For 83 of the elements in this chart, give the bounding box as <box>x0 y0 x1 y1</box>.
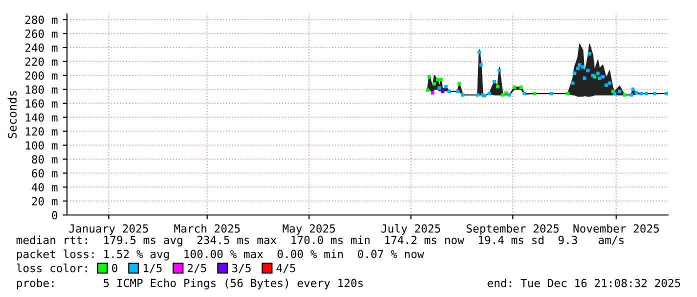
point <box>438 86 441 90</box>
point <box>572 72 576 76</box>
point <box>428 75 431 79</box>
point <box>576 66 580 70</box>
y-tick-label: 260 m <box>25 30 58 38</box>
point <box>476 93 480 97</box>
point <box>644 92 648 96</box>
point <box>444 84 448 88</box>
y-tick-label: 220 m <box>25 57 58 66</box>
point <box>586 68 590 72</box>
point <box>440 90 444 94</box>
point <box>488 92 492 96</box>
point <box>652 92 656 96</box>
point <box>588 52 592 56</box>
point <box>504 91 508 95</box>
text: packet loss: 1.52 % avg 100.00 % max 0.00 % min 0.07 % now <box>17 250 424 260</box>
point <box>430 91 434 95</box>
point <box>478 50 482 54</box>
y-axis-title: Seconds <box>8 91 17 138</box>
legend-label: 1/5 <box>144 264 162 274</box>
y-tick-label: 0 <box>52 211 58 220</box>
point <box>432 82 436 86</box>
point <box>496 84 500 88</box>
point <box>456 90 460 94</box>
legend-label: 3/5 <box>232 264 251 274</box>
point <box>604 83 608 87</box>
point <box>460 93 464 97</box>
point <box>601 75 605 79</box>
point <box>640 92 643 96</box>
y-tick-label: 160 m <box>26 99 58 108</box>
point <box>608 81 612 85</box>
y-tick-label: 20 m <box>32 197 58 206</box>
y-tick-label: 40 m <box>32 183 58 192</box>
point <box>581 65 585 69</box>
x-tick-label: November 2025 <box>574 224 659 233</box>
y-tick-label: 280 m <box>25 16 58 24</box>
x-tick-label: September 2025 <box>466 224 559 235</box>
point <box>566 92 570 96</box>
y-tick-label: 100 m <box>26 141 58 150</box>
point <box>512 86 516 89</box>
point <box>498 68 502 72</box>
point <box>522 92 526 96</box>
point <box>448 90 452 94</box>
text: end: Tue Dec 16 21:08:32 2025 <box>488 278 680 288</box>
point <box>426 88 430 92</box>
point <box>479 63 483 67</box>
point <box>549 92 553 96</box>
point <box>582 76 586 80</box>
point <box>532 92 536 96</box>
legend-title: loss color: <box>16 264 87 272</box>
point <box>622 93 626 97</box>
y-tick-label: 60 m <box>32 169 58 178</box>
point <box>631 88 635 92</box>
text: median rtt: 179.5 ms avg 234.5 ms max 170.0 ms min 174.2 ms now 19.4 ms sd 9.3 am/s <box>16 236 624 246</box>
point <box>436 78 440 82</box>
y-tick-label: 80 m <box>32 155 58 164</box>
point <box>458 82 462 86</box>
point <box>618 90 622 94</box>
x-tick-label: March 2025 <box>174 224 240 233</box>
point <box>634 91 638 95</box>
point <box>578 63 582 67</box>
point <box>508 93 512 97</box>
point <box>519 86 523 89</box>
x-tick-label: January 2025 <box>69 224 148 235</box>
point <box>439 78 443 82</box>
point <box>571 81 575 85</box>
point <box>630 93 633 97</box>
point <box>598 76 602 80</box>
point <box>492 80 496 84</box>
y-tick-label: 120 m <box>26 127 58 136</box>
legend-label: 0 <box>112 264 118 272</box>
y-tick-label: 240 m <box>25 44 58 52</box>
y-tick-label: 180 m <box>26 85 58 94</box>
point <box>501 93 504 97</box>
point <box>664 92 668 96</box>
legend-label: 4/5 <box>276 264 296 274</box>
y-tick-label: 140 m <box>26 113 58 122</box>
y-tick-label: 200 m <box>25 71 58 80</box>
legend-label: 2/5 <box>188 264 206 274</box>
x-tick-label: July 2025 <box>381 224 440 235</box>
x-tick-label: May 2025 <box>282 224 335 235</box>
point <box>596 72 600 76</box>
text: probe: 5 ICMP Echo Pings (56 Bytes) every 120s <box>17 278 363 290</box>
